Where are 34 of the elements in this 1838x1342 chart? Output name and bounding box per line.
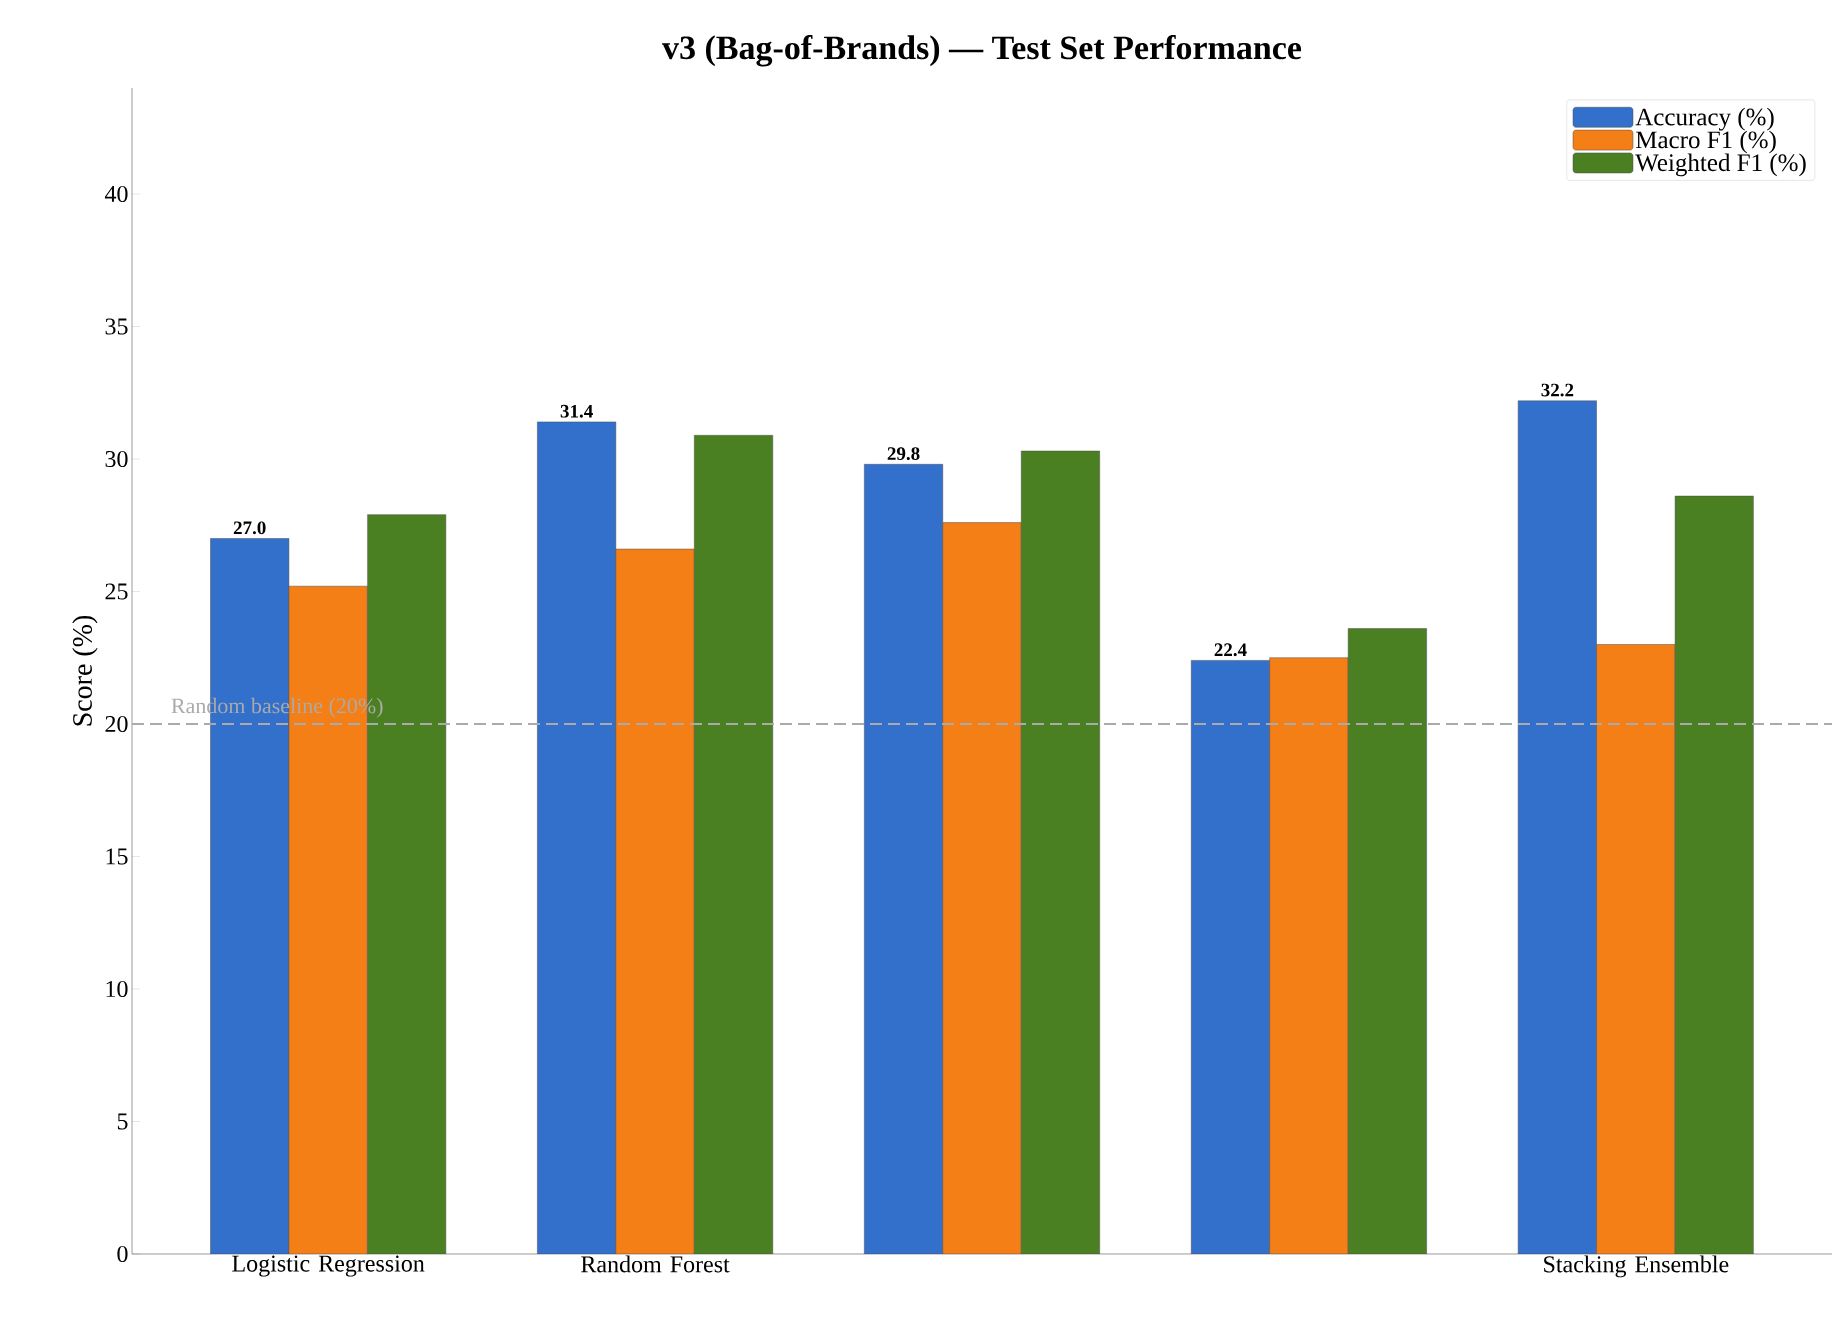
y-tick-label: 20 xyxy=(105,715,128,733)
bar xyxy=(1269,657,1349,1254)
y-tick-label: 5 xyxy=(117,1113,128,1130)
bar xyxy=(1347,628,1427,1254)
bar xyxy=(694,434,774,1254)
x-tick-label: Random Forest xyxy=(581,1255,730,1273)
x-tick-label: Stacking Ensemble xyxy=(1544,1255,1729,1278)
bar xyxy=(1674,495,1754,1254)
bar xyxy=(537,421,617,1254)
legend-label: Accuracy (%) xyxy=(1635,107,1774,131)
y-tick-label: 35 xyxy=(105,318,128,335)
legend-label: Weighted F1 (%) xyxy=(1635,153,1806,177)
data-label: 27.0 xyxy=(233,521,266,535)
y-tick-label: 10 xyxy=(106,980,128,998)
x-tick-label: Logistic Regression xyxy=(232,1255,425,1277)
y-axis-title: Score (%) xyxy=(72,615,98,726)
y-tick-label: 15 xyxy=(106,848,128,865)
y-tick-label: 30 xyxy=(105,450,128,468)
bar xyxy=(1020,450,1100,1254)
y-tick-label: 40 xyxy=(104,185,128,203)
data-label: 31.4 xyxy=(560,404,593,418)
bar xyxy=(864,464,944,1254)
bar xyxy=(1517,400,1597,1254)
bar xyxy=(1190,660,1270,1254)
bar xyxy=(942,522,1022,1254)
data-label: 32.2 xyxy=(1541,383,1574,397)
y-tick-label: 25 xyxy=(105,583,128,600)
bar xyxy=(615,548,695,1254)
y-tick-label: 0 xyxy=(117,1245,128,1263)
chart-title: v3 (Bag-of-Brands) — Test Set Performance xyxy=(662,35,1302,67)
legend-label: Macro F1 (%) xyxy=(1635,130,1776,154)
data-label: 29.8 xyxy=(887,447,920,461)
data-label: 22.4 xyxy=(1214,643,1247,657)
bar xyxy=(1596,644,1676,1254)
